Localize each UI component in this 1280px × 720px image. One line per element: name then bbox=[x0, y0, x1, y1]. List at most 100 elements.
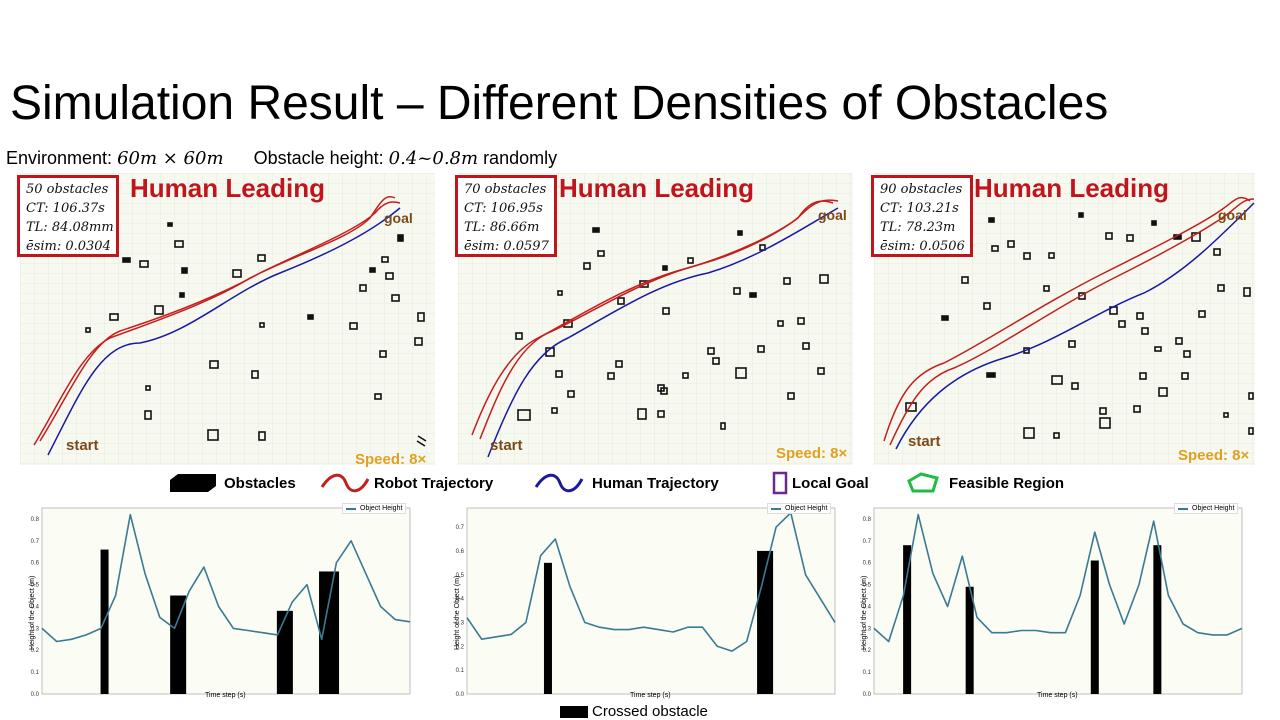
legend-local-goal: Local Goal bbox=[772, 470, 869, 496]
y-tick-label: 0.3 bbox=[31, 626, 40, 632]
plot-legend: Object Height bbox=[342, 503, 407, 514]
plot-ylabel: Height of the Object (m) bbox=[454, 575, 461, 650]
obstacle-count: 70 obstacles bbox=[464, 182, 547, 197]
y-tick-label: 0.5 bbox=[456, 573, 465, 579]
start-label: start bbox=[908, 433, 941, 450]
plot-legend-label: Object Height bbox=[1192, 505, 1235, 512]
height-plot-50: 0.0 0.1 0.2 0.3 0.4 0.5 0.6 0.7 0.8 Object Heigh… bbox=[20, 500, 415, 700]
local-goal-icon bbox=[772, 471, 788, 495]
y-tick-label: 0.1 bbox=[456, 668, 465, 674]
height-suffix: randomly bbox=[478, 148, 558, 168]
height-plot-svg: 0.0 0.1 0.2 0.3 0.4 0.5 0.6 0.7 bbox=[456, 507, 836, 698]
plot-area bbox=[466, 507, 836, 695]
start-label: start bbox=[490, 437, 523, 454]
environment-line: Environment: 60m × 60m Obstacle height: … bbox=[6, 147, 557, 170]
legend-obstacles-label: Obstacles bbox=[224, 474, 296, 492]
y-tick-label: 0.3 bbox=[863, 626, 872, 632]
y-tick-label: 0.6 bbox=[31, 561, 40, 567]
height-plot-svg: 0.0 0.1 0.2 0.3 0.4 0.5 0.6 0.7 0.8 bbox=[863, 507, 1243, 698]
y-tick-label: 0.8 bbox=[31, 517, 40, 523]
env-label: Environment: bbox=[6, 148, 118, 168]
crossed-obstacle-bar bbox=[1090, 560, 1099, 694]
human-leading-heading: Human Leading bbox=[130, 173, 326, 203]
crossed-obstacle-label: Crossed obstacle bbox=[592, 703, 708, 720]
human-trajectory-icon bbox=[534, 473, 584, 493]
legend-local-goal-label: Local Goal bbox=[792, 474, 869, 492]
crossed-obstacle-bar bbox=[903, 545, 912, 694]
plot-ylabel: Height of the Object (m) bbox=[861, 575, 868, 650]
y-tick-label: 0.1 bbox=[863, 670, 872, 676]
obstacle-count: 90 obstacles bbox=[880, 182, 963, 197]
height-plot-90: 0.0 0.1 0.2 0.3 0.4 0.5 0.6 0.7 0.8 Object Heigh… bbox=[852, 500, 1247, 700]
plot-line-swatch bbox=[346, 507, 356, 510]
sim-panel-90: 90 obstacles CT: 103.21s TL: 78.23m ēsim… bbox=[871, 173, 1255, 465]
trajectory-legend: Obstacles Robot Trajectory Human Traject… bbox=[0, 470, 1280, 496]
feasible-region-icon bbox=[907, 472, 939, 493]
ct-value: CT: 106.37s bbox=[26, 201, 105, 216]
env-value: 60m × 60m bbox=[117, 148, 224, 169]
y-tick-label: 0.4 bbox=[863, 604, 872, 610]
obstacle-count: 50 obstacles bbox=[26, 182, 109, 197]
crossed-obstacle-bar bbox=[170, 595, 187, 694]
plot-area bbox=[41, 507, 411, 695]
plot-legend: Object Height bbox=[767, 503, 832, 514]
crossed-obstacle-bar bbox=[319, 571, 340, 694]
height-plot-70: 0.0 0.1 0.2 0.3 0.4 0.5 0.6 0.7 Object Height H… bbox=[445, 500, 840, 700]
y-tick-label: 0.2 bbox=[863, 648, 872, 654]
plot-legend-label: Object Height bbox=[785, 505, 828, 512]
plot-xlabel: Time step (s) bbox=[205, 692, 246, 699]
goal-label: goal bbox=[818, 207, 847, 223]
y-tick-label: 0.2 bbox=[31, 648, 40, 654]
tl-value: TL: 86.66m bbox=[464, 220, 540, 235]
legend-feasible-label: Feasible Region bbox=[949, 474, 1065, 492]
stats-box-70: 70 obstacles CT: 106.95s TL: 86.66m ēsim… bbox=[455, 175, 557, 257]
speed-label: Speed: 8× bbox=[1178, 447, 1250, 464]
plot-legend-label: Object Height bbox=[360, 505, 403, 512]
y-tick-label: 0.0 bbox=[31, 692, 40, 698]
slide-title: Simulation Result – Different Densities … bbox=[10, 77, 1109, 130]
object-height-line bbox=[466, 511, 836, 652]
plot-legend: Object Height bbox=[1174, 503, 1239, 514]
goal-label: goal bbox=[1218, 207, 1247, 223]
y-tick-label: 0.4 bbox=[31, 604, 40, 610]
y-tick-label: 0.7 bbox=[863, 539, 872, 545]
crossed-obstacle-bar bbox=[543, 562, 552, 694]
crossed-obstacle-bar bbox=[1153, 545, 1162, 694]
y-tick-label: 0.1 bbox=[31, 670, 40, 676]
robot-trajectory-icon bbox=[320, 473, 370, 493]
legend-robot-label: Robot Trajectory bbox=[374, 474, 494, 492]
y-tick-label: 0.2 bbox=[456, 644, 465, 650]
esim-value: ēsim: 0.0304 bbox=[26, 239, 111, 254]
y-tick-label: 0.6 bbox=[456, 549, 465, 555]
height-value: 0.4~0.8m bbox=[388, 148, 479, 169]
speed-label: Speed: 8× bbox=[776, 445, 848, 462]
human-leading-heading: Human Leading bbox=[559, 173, 755, 203]
height-plot-svg: 0.0 0.1 0.2 0.3 0.4 0.5 0.6 0.7 0.8 bbox=[31, 507, 411, 698]
esim-value: ēsim: 0.0597 bbox=[464, 239, 549, 254]
crossed-obstacle-swatch bbox=[560, 705, 588, 718]
plot-line-swatch bbox=[1178, 507, 1188, 510]
sim-panel-70: 70 obstacles CT: 106.95s TL: 86.66m ēsim… bbox=[455, 173, 853, 465]
obstacle-block-icon bbox=[170, 474, 216, 492]
plot-area bbox=[873, 507, 1243, 695]
goal-label: goal bbox=[384, 210, 413, 226]
crossed-obstacle-legend: Crossed obstacle bbox=[560, 703, 708, 720]
plot-xlabel: Time step (s) bbox=[1037, 692, 1078, 699]
tl-value: TL: 78.23m bbox=[880, 220, 956, 235]
y-tick-label: 0.4 bbox=[456, 597, 465, 603]
esim-value: ēsim: 0.0506 bbox=[880, 239, 965, 254]
tl-value: TL: 84.08mm bbox=[26, 220, 114, 235]
ct-value: CT: 106.95s bbox=[464, 201, 543, 216]
legend-feasible: Feasible Region bbox=[903, 470, 1064, 496]
y-tick-label: 0.8 bbox=[863, 517, 872, 523]
speed-label: Speed: 8× bbox=[355, 451, 427, 468]
sim-panel-50: 50 obstacles CT: 106.37s TL: 84.08mm ēsi… bbox=[17, 173, 435, 468]
crossed-obstacle-bar bbox=[965, 586, 974, 694]
legend-human-label: Human Trajectory bbox=[592, 474, 719, 492]
crossed-obstacle-bar bbox=[276, 610, 293, 694]
y-tick-label: 0.6 bbox=[863, 561, 872, 567]
y-tick-label: 0.7 bbox=[456, 525, 465, 531]
stats-box-50: 50 obstacles CT: 106.37s TL: 84.08mm ēsi… bbox=[17, 175, 119, 257]
y-tick-label: 0.3 bbox=[456, 620, 465, 626]
plot-xlabel: Time step (s) bbox=[630, 692, 671, 699]
